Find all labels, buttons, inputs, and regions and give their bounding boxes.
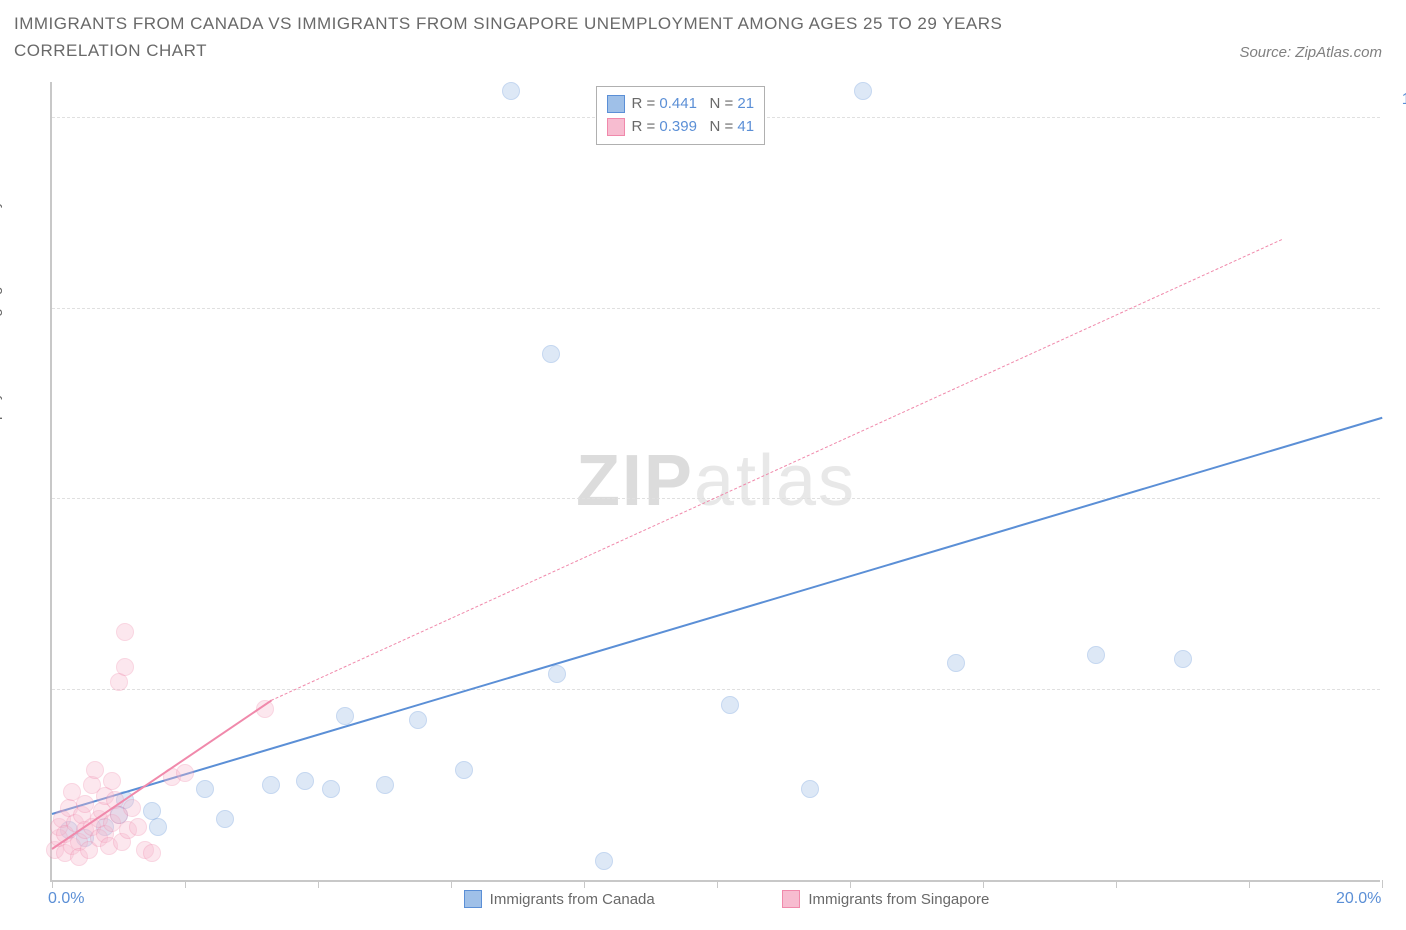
- data-point: [721, 696, 739, 714]
- data-point: [116, 658, 134, 676]
- gridline: [52, 308, 1380, 309]
- gridline: [52, 498, 1380, 499]
- data-point: [947, 654, 965, 672]
- legend-text: R = 0.441 N = 21: [631, 93, 754, 116]
- legend-swatch: [607, 118, 625, 136]
- data-point: [176, 764, 194, 782]
- data-point: [296, 772, 314, 790]
- data-point: [129, 818, 147, 836]
- x-tick: [185, 880, 186, 888]
- data-point: [542, 345, 560, 363]
- correlation-legend: R = 0.441 N = 21R = 0.399 N = 41: [596, 86, 765, 145]
- legend-label: Immigrants from Canada: [490, 891, 655, 908]
- data-point: [1087, 646, 1105, 664]
- x-tick: [1249, 880, 1250, 888]
- data-point: [262, 776, 280, 794]
- data-point: [1174, 650, 1192, 668]
- source-attribution: Source: ZipAtlas.com: [1239, 44, 1382, 61]
- scatter-plot-area: ZIPatlas 25.0%50.0%75.0%100.0%0.0%20.0%R…: [50, 82, 1380, 882]
- legend-swatch: [464, 890, 482, 908]
- data-point: [409, 711, 427, 729]
- chart-title: IMMIGRANTS FROM CANADA VS IMMIGRANTS FRO…: [14, 10, 1114, 64]
- x-tick: [52, 880, 53, 888]
- y-tick-label: 100.0%: [1402, 91, 1406, 109]
- data-point: [336, 707, 354, 725]
- x-tick: [850, 880, 851, 888]
- legend-row: R = 0.399 N = 41: [607, 116, 754, 139]
- data-point: [548, 665, 566, 683]
- data-point: [216, 810, 234, 828]
- data-point: [196, 780, 214, 798]
- x-tick: [717, 880, 718, 888]
- data-point: [502, 82, 520, 100]
- series-legend-item: Immigrants from Singapore: [782, 890, 989, 908]
- gridline: [52, 689, 1380, 690]
- legend-label: Immigrants from Singapore: [808, 891, 989, 908]
- x-tick-label: 0.0%: [48, 890, 84, 908]
- x-tick: [451, 880, 452, 888]
- data-point: [103, 772, 121, 790]
- data-point: [123, 799, 141, 817]
- series-legend-item: Immigrants from Canada: [464, 890, 655, 908]
- x-tick: [318, 880, 319, 888]
- data-point: [143, 844, 161, 862]
- data-point: [322, 780, 340, 798]
- data-point: [76, 795, 94, 813]
- data-point: [149, 818, 167, 836]
- data-point: [376, 776, 394, 794]
- x-tick: [584, 880, 585, 888]
- data-point: [116, 623, 134, 641]
- legend-row: R = 0.441 N = 21: [607, 93, 754, 116]
- data-point: [595, 852, 613, 870]
- x-tick: [1116, 880, 1117, 888]
- data-point: [455, 761, 473, 779]
- data-point: [86, 761, 104, 779]
- legend-swatch: [782, 890, 800, 908]
- y-axis-label: Unemployment Among Ages 25 to 29 years: [0, 171, 3, 460]
- x-tick: [983, 880, 984, 888]
- x-tick-label: 20.0%: [1336, 890, 1381, 908]
- data-point: [801, 780, 819, 798]
- legend-text: R = 0.399 N = 41: [631, 116, 754, 139]
- x-tick: [1382, 880, 1383, 888]
- trend-line: [52, 417, 1383, 815]
- data-point: [854, 82, 872, 100]
- legend-swatch: [607, 95, 625, 113]
